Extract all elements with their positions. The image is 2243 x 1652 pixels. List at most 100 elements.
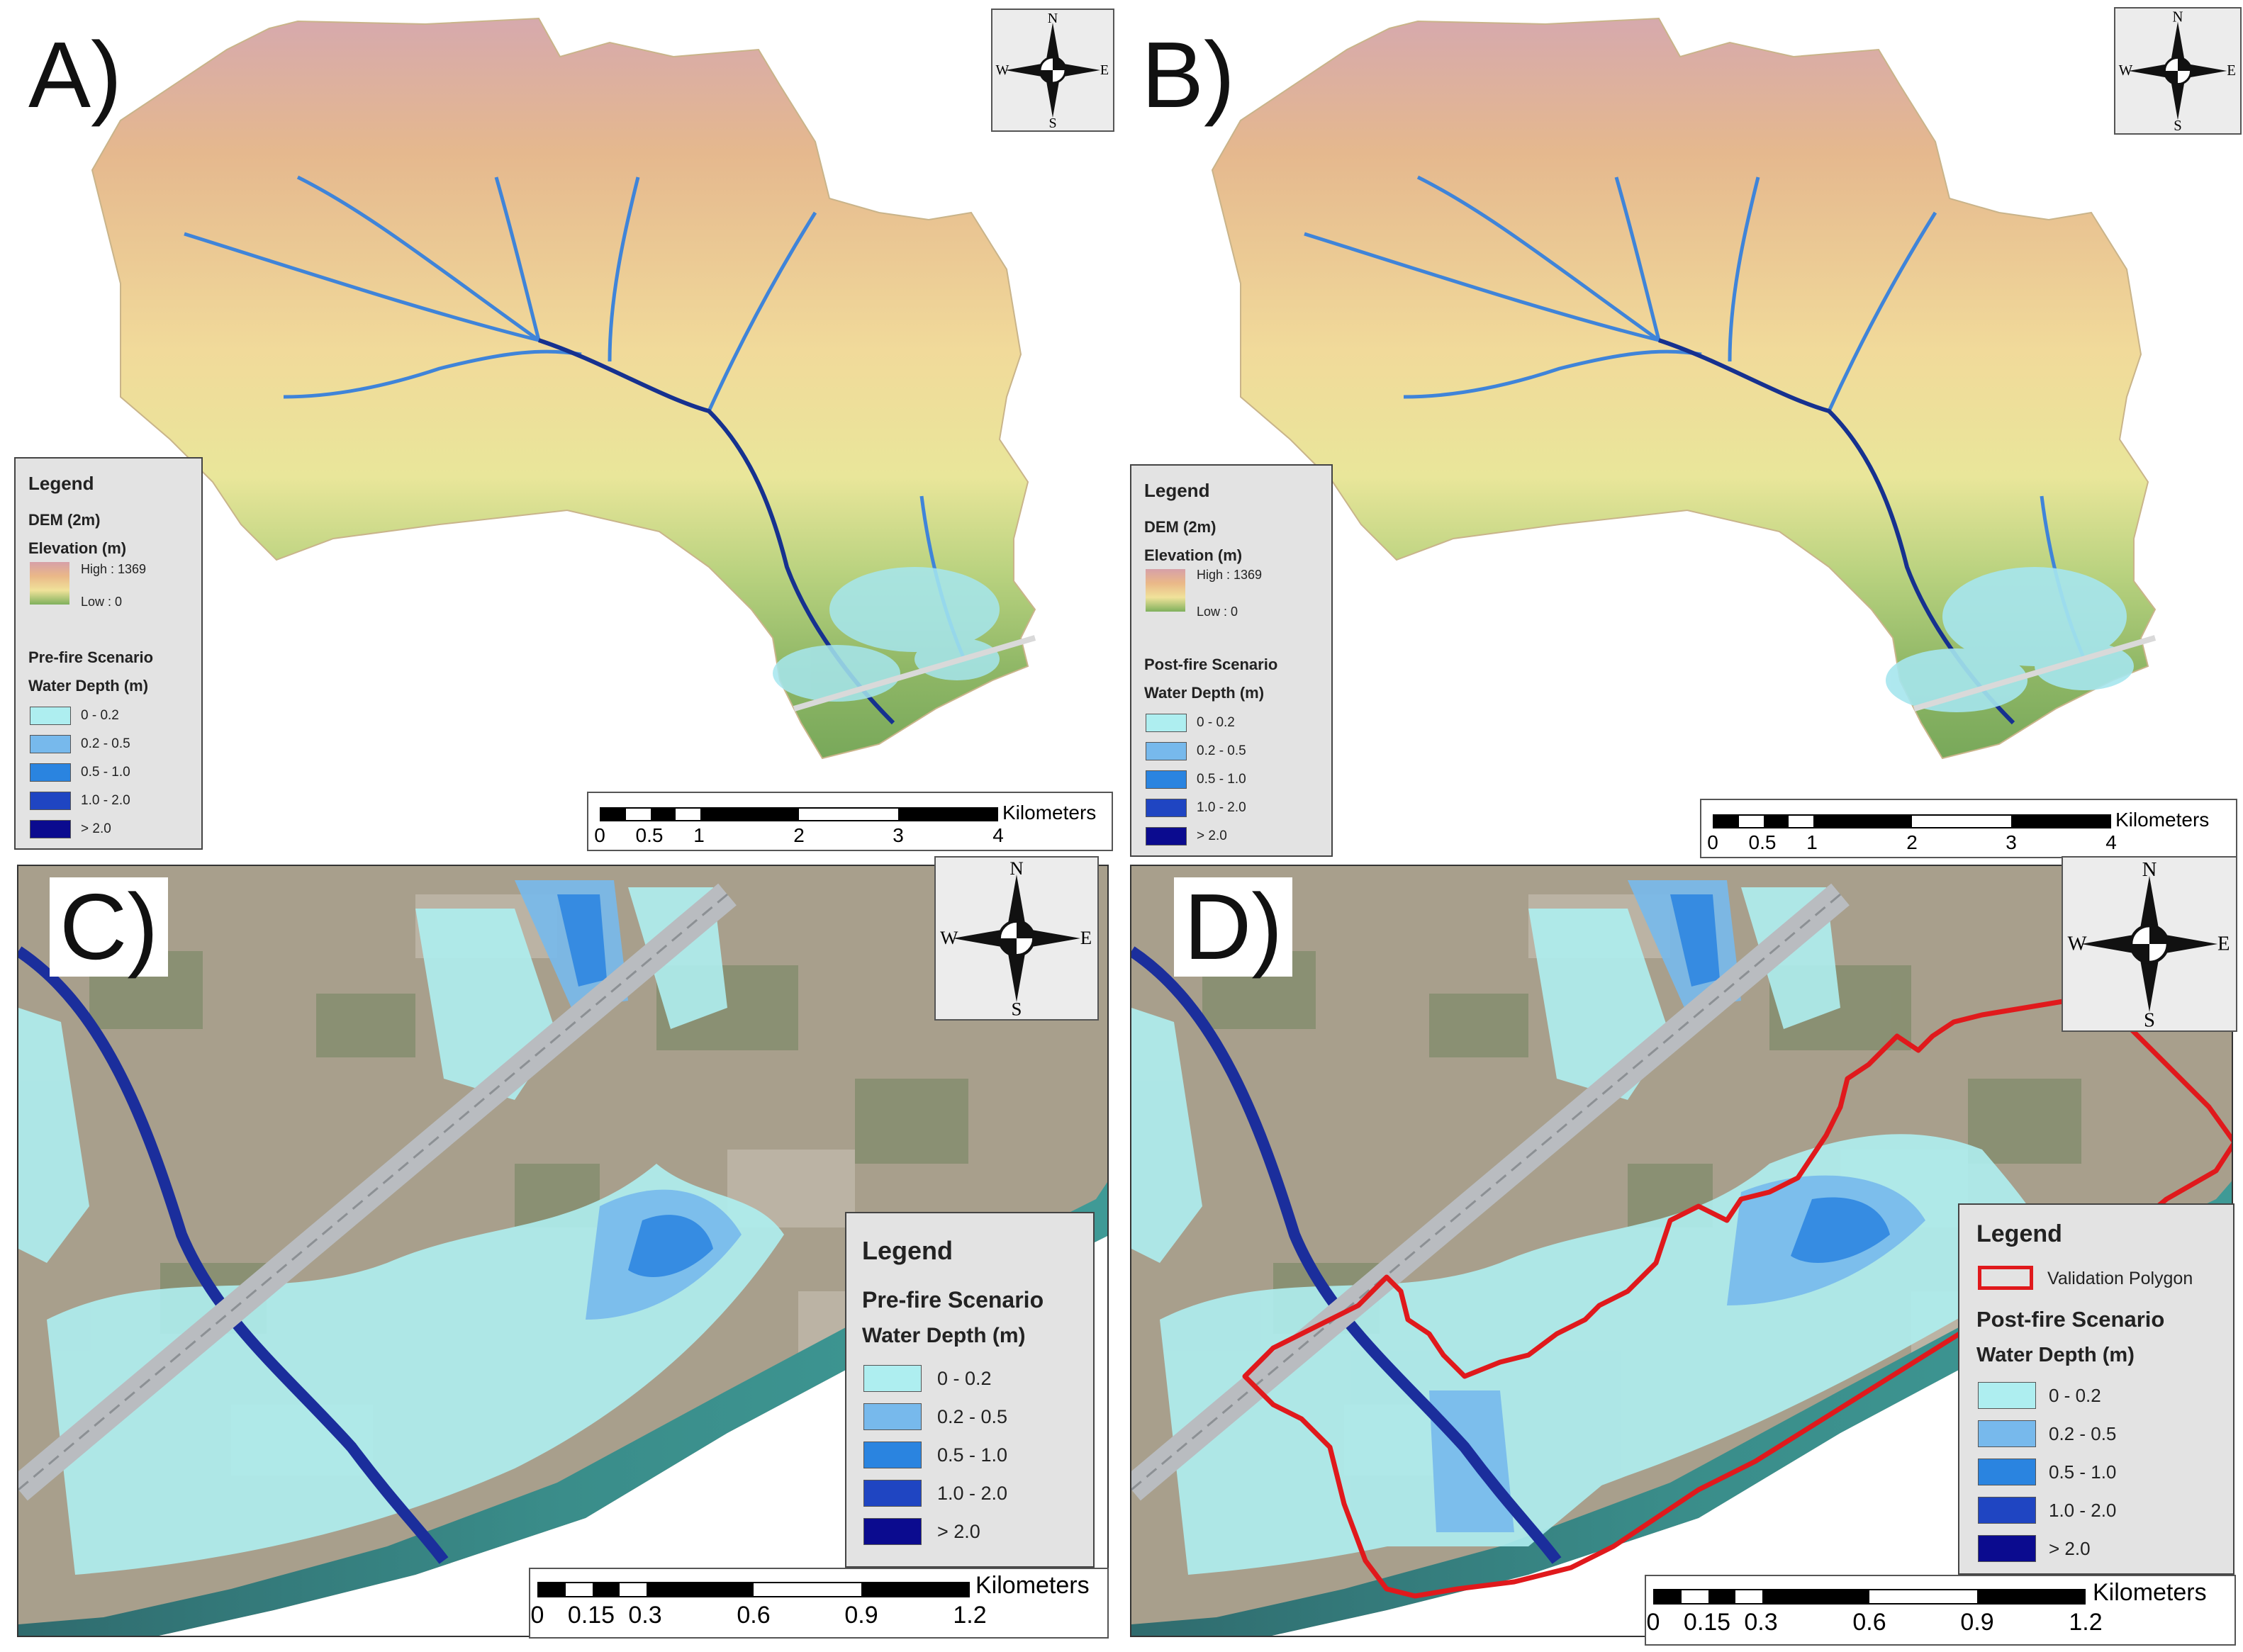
svg-text:E: E [2227, 63, 2236, 79]
depth-swatch-2 [30, 735, 71, 753]
depth-label: Water Depth (m) [28, 677, 149, 695]
motorway [1913, 635, 2157, 712]
scenario-label: Post-fire Scenario [1976, 1307, 2165, 1332]
panel-label-d: D) [1174, 877, 1293, 977]
depth-class-1: 0 - 0.2 [1197, 715, 1235, 730]
compass-rose-d: N S W E [2062, 856, 2237, 1032]
depth-class-3: 0.5 - 1.0 [937, 1444, 1008, 1466]
depth-class-2: 0.2 - 0.5 [81, 736, 130, 751]
depth-swatch-1 [863, 1365, 922, 1392]
dem-title: DEM (2m) [28, 511, 101, 529]
svg-text:S: S [1048, 116, 1056, 130]
legend-title: Legend [28, 473, 94, 494]
svg-text:S: S [2144, 1008, 2155, 1030]
depth-swatch-3 [30, 763, 71, 782]
panel-d-map [1130, 865, 2233, 1637]
depth-class-3: 0.5 - 1.0 [1197, 772, 1246, 787]
depth-swatch-4 [863, 1480, 922, 1507]
legend-d: Legend Validation Polygon Post-fire Scen… [1958, 1203, 2234, 1575]
motorway [793, 635, 1036, 712]
depth-swatch-3 [863, 1442, 922, 1468]
scale-tick: 0.15 [567, 1602, 615, 1629]
dem-title: DEM (2m) [1144, 518, 1216, 536]
scale-tick: 3 [2006, 831, 2017, 853]
depth-class-5: > 2.0 [937, 1521, 980, 1542]
depth-class-5: > 2.0 [81, 821, 111, 836]
svg-text:W: W [2068, 933, 2088, 955]
scale-tick: 4 [2105, 831, 2117, 853]
depth-swatch-5 [863, 1518, 922, 1545]
depth-class-4: 1.0 - 2.0 [937, 1483, 1008, 1504]
depth-class-1: 0 - 0.2 [937, 1368, 992, 1389]
depth-class-1: 0 - 0.2 [81, 708, 119, 723]
scale-tick: 1.2 [953, 1602, 987, 1629]
scale-tick: 0.5 [635, 824, 664, 846]
legend-title: Legend [1976, 1220, 2062, 1247]
panel-b-map [1120, 0, 2243, 850]
depth-swatch-3 [1146, 770, 1187, 789]
depth-swatch-5 [1146, 827, 1187, 845]
depth-class-2: 0.2 - 0.5 [937, 1406, 1008, 1427]
depth-swatch-2 [1978, 1420, 2036, 1447]
compass-rose-c: N S W E [934, 856, 1099, 1021]
scale-bar-a: Kilometers 0 0.5 1 2 3 4 [587, 792, 1113, 851]
depth-class-3: 0.5 - 1.0 [81, 765, 130, 780]
validation-polygon-label: Validation Polygon [2047, 1269, 2193, 1288]
elevation-label: Elevation (m) [28, 539, 127, 557]
watershed-dem [1211, 17, 2157, 760]
scale-tick: 1.2 [2069, 1609, 2103, 1636]
compass-rose-b: N S W E [2114, 7, 2242, 135]
scale-tick: 0.9 [844, 1602, 878, 1629]
depth-class-4: 1.0 - 2.0 [2049, 1500, 2117, 1521]
scale-tick: 0.6 [1852, 1609, 1886, 1636]
scale-tick: 0.5 [1748, 831, 1777, 853]
legend-title: Legend [862, 1236, 953, 1265]
elevation-ramp [30, 562, 69, 605]
depth-swatch-1 [1146, 714, 1187, 732]
svg-text:E: E [1100, 62, 1109, 78]
scale-tick: 0.3 [1744, 1609, 1778, 1636]
scale-tick: 1 [1806, 831, 1818, 853]
elevation-low: Low : 0 [1197, 605, 1238, 619]
panel-label-a: A) [28, 23, 122, 127]
depth-label: Water Depth (m) [1144, 684, 1265, 702]
scale-bar-b: Kilometers 0 0.5 1 2 3 4 [1700, 799, 2237, 858]
scenario-label: Pre-fire Scenario [28, 648, 154, 666]
svg-text:N: N [2173, 10, 2183, 26]
compass-rose-a: N S W E [991, 9, 1114, 132]
scale-unit: Kilometers [975, 1572, 1090, 1599]
flood-deep [557, 894, 713, 1277]
depth-label: Water Depth (m) [1976, 1344, 2135, 1366]
depth-swatch-5 [30, 820, 71, 838]
elevation-ramp [1146, 569, 1185, 612]
watershed-dem [91, 17, 1036, 760]
scale-tick: 0.6 [737, 1602, 771, 1629]
elevation-high: High : 1369 [1197, 568, 1263, 582]
depth-swatch-4 [1978, 1497, 2036, 1524]
scale-bar-c: Kilometers 0 0.15 0.3 0.6 0.9 1.2 [529, 1568, 1109, 1639]
scale-tick: 2 [1906, 831, 1918, 853]
depth-class-4: 1.0 - 2.0 [1197, 800, 1246, 815]
elevation-high: High : 1369 [81, 562, 147, 576]
legend-title: Legend [1144, 480, 1210, 501]
flood-deep [1670, 894, 1890, 1263]
scale-tick: 1 [693, 824, 705, 846]
scale-tick: 0.3 [628, 1602, 662, 1629]
scale-tick: 2 [793, 824, 805, 846]
svg-text:N: N [2142, 858, 2157, 881]
depth-swatch-2 [863, 1403, 922, 1430]
elevation-low: Low : 0 [81, 595, 123, 609]
validation-polygon [1242, 998, 2232, 1599]
scale-tick: 0 [594, 824, 605, 846]
depth-swatch-3 [1978, 1459, 2036, 1485]
depth-class-2: 0.2 - 0.5 [1197, 743, 1246, 758]
depth-class-5: > 2.0 [1197, 828, 1227, 843]
svg-text:W: W [940, 927, 958, 948]
scale-tick: 0 [530, 1602, 544, 1629]
depth-class-3: 0.5 - 1.0 [2049, 1461, 2117, 1483]
depth-swatch-2 [1146, 742, 1187, 760]
scenario-label: Pre-fire Scenario [862, 1287, 1044, 1313]
legend-a: Legend DEM (2m) Elevation (m) High : 136… [14, 457, 203, 850]
depth-swatch-4 [1146, 799, 1187, 817]
scale-tick: 0 [1707, 831, 1718, 853]
